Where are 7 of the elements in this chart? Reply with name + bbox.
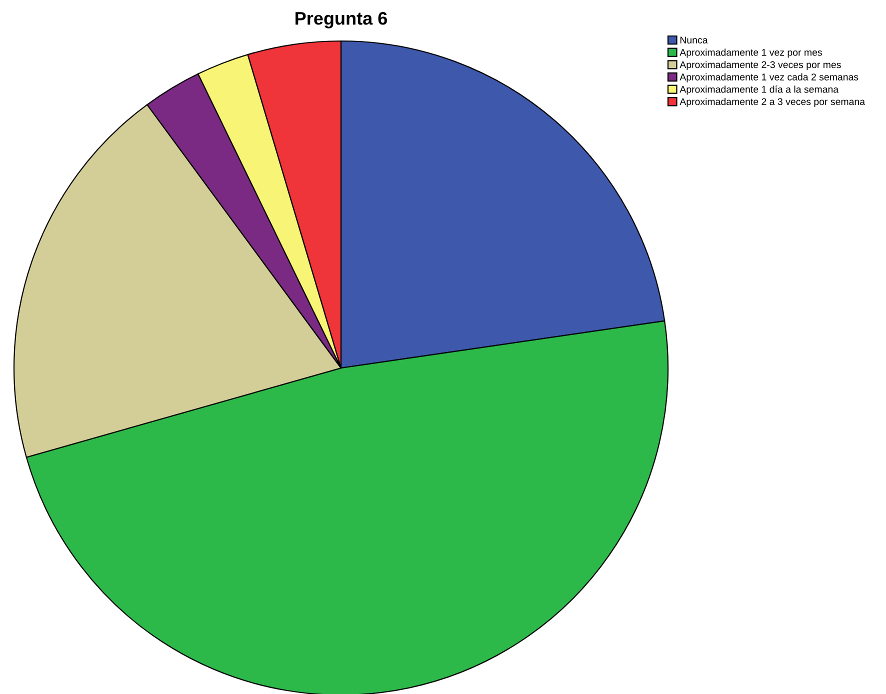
legend-label: Aproximadamente 2 a 3 veces por semana	[680, 98, 866, 108]
legend-label: Aproximadamente 1 vez por mes	[680, 48, 822, 58]
legend-label: Aproximadamente 1 día a la semana	[680, 86, 839, 95]
legend-label: Aproximadamente 2-3 veces por mes	[680, 60, 841, 70]
chart-title: Pregunta 6	[296, 12, 388, 28]
legend-label: Nunca	[680, 36, 708, 44]
legend-label: Aproximadamente 1 vez cada 2 semanas	[680, 73, 858, 82]
